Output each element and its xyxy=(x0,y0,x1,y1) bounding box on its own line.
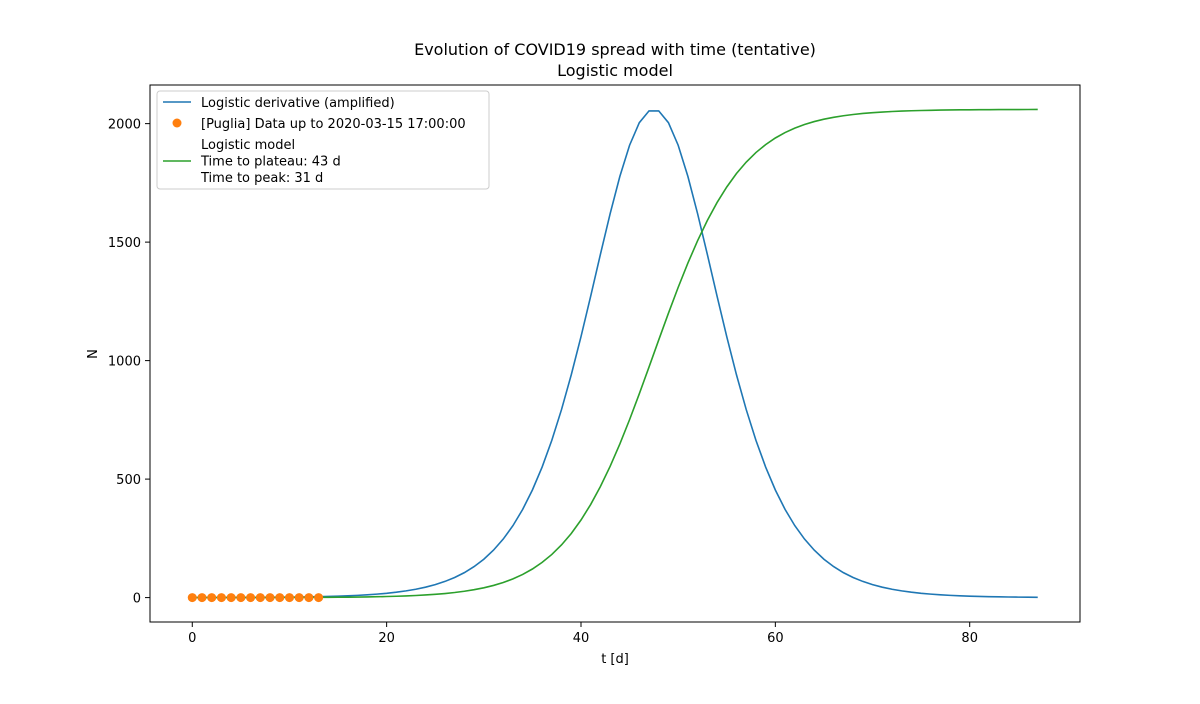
chart-title: Evolution of COVID19 spread with time (t… xyxy=(414,40,816,59)
data-point-puglia xyxy=(294,593,304,603)
y-tick-label: 2000 xyxy=(108,118,141,133)
legend-label-logistic-model: Logistic model xyxy=(201,138,295,153)
axes-ticks: 0 20 40 60 80 0 500 1000 1500 2000 xyxy=(108,118,978,646)
legend-label-time-to-peak: Time to peak: 31 d xyxy=(200,171,323,186)
data-point-puglia xyxy=(284,593,294,603)
series-line-logistic-derivative xyxy=(192,110,1038,599)
y-tick-label: 0 xyxy=(133,592,141,607)
legend-swatch-puglia-data xyxy=(172,118,182,128)
y-tick-label: 1000 xyxy=(108,355,141,370)
x-tick-label: 0 xyxy=(188,631,196,646)
data-point-puglia xyxy=(255,593,265,603)
legend-label-time-to-plateau: Time to plateau: 43 d xyxy=(200,155,341,170)
x-tick-label: 40 xyxy=(573,631,590,646)
x-tick-label: 80 xyxy=(961,631,978,646)
plot-frame xyxy=(149,84,1081,623)
data-point-puglia xyxy=(236,593,246,603)
data-point-puglia xyxy=(197,593,207,603)
x-tick-label: 60 xyxy=(767,631,784,646)
data-point-puglia xyxy=(207,593,217,603)
y-axis-label: N xyxy=(86,349,101,359)
data-point-puglia xyxy=(187,593,197,603)
plot-content xyxy=(187,108,1038,603)
data-point-puglia xyxy=(246,593,256,603)
series-line-logistic-model xyxy=(192,108,1038,599)
legend-label-derivative: Logistic derivative (amplified) xyxy=(201,96,395,111)
data-point-puglia xyxy=(226,593,236,603)
data-point-puglia xyxy=(265,593,275,603)
data-point-puglia xyxy=(216,593,226,603)
y-tick-label: 1500 xyxy=(108,236,141,251)
data-point-puglia xyxy=(314,593,324,603)
data-point-puglia xyxy=(304,593,314,603)
legend-frame xyxy=(156,90,490,190)
data-point-puglia xyxy=(275,593,285,603)
chart-subtitle: Logistic model xyxy=(557,61,673,80)
y-tick-label: 500 xyxy=(116,473,141,488)
legend: Logistic derivative (amplified) [Puglia] … xyxy=(156,90,490,190)
x-axis-label: t [d] xyxy=(601,652,629,667)
x-tick-label: 20 xyxy=(378,631,395,646)
legend-label-puglia-data: [Puglia] Data up to 2020-03-15 17:00:00 xyxy=(201,117,466,132)
